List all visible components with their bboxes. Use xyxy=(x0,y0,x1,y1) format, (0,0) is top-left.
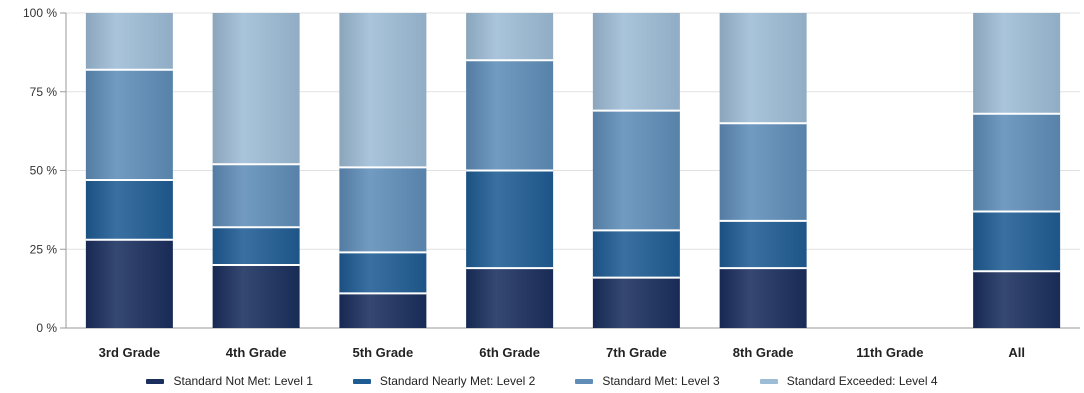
bar-segment xyxy=(592,277,680,328)
y-tick-label: 50 % xyxy=(30,164,58,178)
bar-segment xyxy=(592,230,680,278)
legend-label: Standard Met: Level 3 xyxy=(602,374,720,388)
legend-swatch xyxy=(575,378,594,384)
legend-label: Standard Exceeded: Level 4 xyxy=(786,374,938,388)
bar-segment xyxy=(719,220,807,269)
bar-segment xyxy=(973,13,1061,114)
legend-label: Standard Not Met: Level 1 xyxy=(173,374,313,388)
x-tick-label: All xyxy=(1008,345,1025,360)
x-tick-label: 4th Grade xyxy=(226,345,287,360)
x-axis-labels: 3rd Grade 4th Grade 5th Grade 6th Grade 7th … xyxy=(99,345,1025,360)
bar-segment xyxy=(973,113,1061,212)
legend-swatch xyxy=(352,378,371,384)
legend-swatch xyxy=(146,378,165,384)
legend-swatch xyxy=(759,378,778,384)
bar-segment xyxy=(212,265,300,328)
bar-segment xyxy=(212,227,300,265)
legend-item[interactable]: Standard Nearly Met: Level 2 xyxy=(352,374,536,388)
bar-segment xyxy=(719,268,807,328)
x-tick-label: 7th Grade xyxy=(606,345,667,360)
bar-segment xyxy=(212,164,300,228)
legend: Standard Not Met: Level 1 Standard Nearly… xyxy=(0,372,1084,390)
y-tick-label: 100 % xyxy=(23,6,57,20)
bar-segment xyxy=(592,110,680,231)
legend-label: Standard Nearly Met: Level 2 xyxy=(379,374,536,388)
bar-segment xyxy=(339,167,427,253)
bar-segment xyxy=(85,239,173,328)
legend-item[interactable]: Standard Met: Level 3 xyxy=(575,374,720,388)
y-axis: 0 % 25 % 50 % 75 % 100 % xyxy=(23,6,67,335)
x-tick-label: 3rd Grade xyxy=(99,345,160,360)
bar-segment xyxy=(85,13,173,70)
legend-item[interactable]: Standard Exceeded: Level 4 xyxy=(759,374,938,388)
y-tick-label: 75 % xyxy=(30,85,58,99)
x-tick-label: 5th Grade xyxy=(353,345,414,360)
bar-segment xyxy=(339,293,427,328)
bar-segment xyxy=(592,13,680,111)
bar-segment xyxy=(339,252,427,294)
bar-segment xyxy=(466,170,554,269)
x-tick-label: 8th Grade xyxy=(733,345,794,360)
bar-segment xyxy=(212,13,300,165)
bar-segment xyxy=(85,179,173,240)
y-tick-label: 0 % xyxy=(36,321,57,335)
legend-item[interactable]: Standard Not Met: Level 1 xyxy=(146,374,313,388)
bar-segment xyxy=(973,271,1061,328)
bar-segment xyxy=(339,13,427,168)
y-tick-label: 25 % xyxy=(30,242,58,256)
bar-segment xyxy=(466,13,554,61)
x-tick-label: 11th Grade xyxy=(856,345,923,360)
bar-segment xyxy=(466,268,554,328)
bar-segment xyxy=(85,69,173,180)
stacked-bar-chart: 0 % 25 % 50 % 75 % 100 % 3rd Grade 4th Grade 5… xyxy=(23,6,1080,360)
bars xyxy=(85,13,1061,328)
x-tick-label: 6th Grade xyxy=(479,345,540,360)
bar-segment xyxy=(973,211,1061,272)
bar-segment xyxy=(719,13,807,124)
bar-segment xyxy=(466,60,554,171)
bar-segment xyxy=(719,123,807,221)
